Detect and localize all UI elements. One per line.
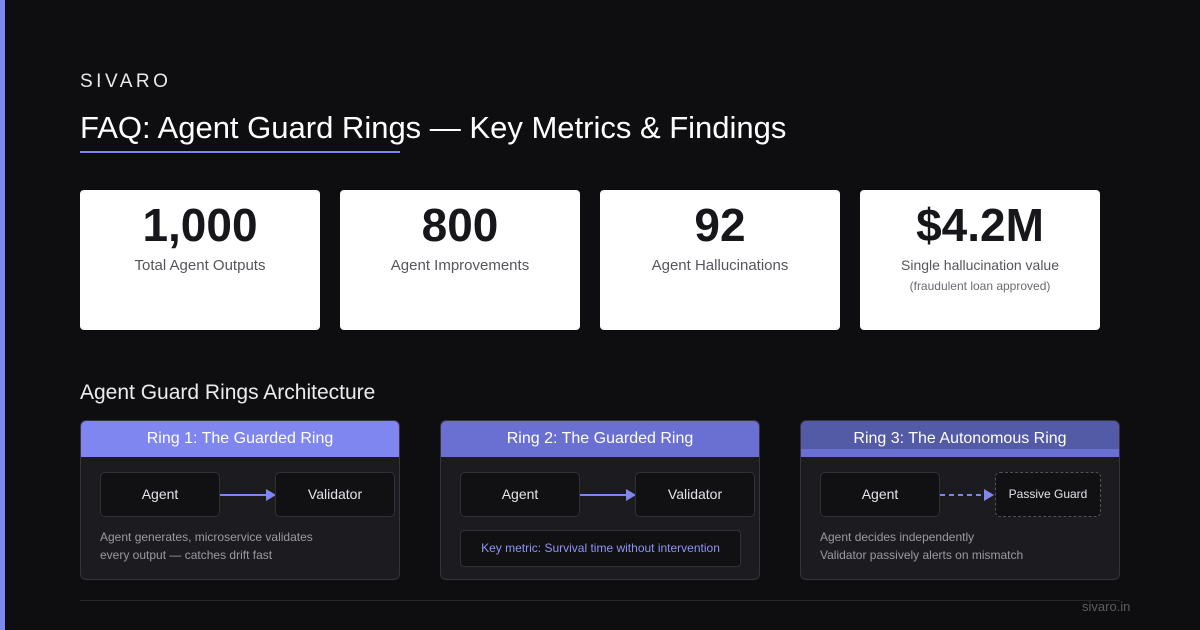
ring-header-accent — [801, 449, 1119, 457]
stat-value: 800 — [421, 199, 499, 251]
dashed-arrow-right-icon — [940, 489, 994, 501]
stat-label: Agent Improvements — [390, 257, 530, 274]
ring-card-1: Ring 1: The Guarded Ring Agent Validator… — [80, 420, 400, 580]
section-title: Agent Guard Rings Architecture — [80, 381, 376, 404]
stat-sublabel: (fraudulent loan approved) — [909, 279, 1051, 293]
ring-card-2: Ring 2: The Guarded Ring Agent Validator… — [440, 420, 760, 580]
desc-line: every output — catches drift fast — [100, 548, 273, 562]
ring-header: Ring 1: The Guarded Ring — [81, 421, 399, 457]
ring-description: Agent decides independently Validator pa… — [820, 528, 1023, 564]
ring-description: Agent generates, microservice validates … — [100, 528, 313, 564]
key-metric-box: Key metric: Survival time without interv… — [460, 530, 741, 567]
stat-card-improvements: 800 Agent Improvements — [340, 190, 580, 330]
stat-card-total-outputs: 1,000 Total Agent Outputs — [80, 190, 320, 330]
stat-value: 92 — [694, 199, 746, 251]
title-underline — [80, 151, 400, 153]
arrow-right-icon — [220, 489, 276, 501]
validator-node: Validator — [635, 472, 755, 517]
stat-card-hallucinations: 92 Agent Hallucinations — [600, 190, 840, 330]
validator-node: Validator — [275, 472, 395, 517]
page-title: FAQ: Agent Guard Rings — Key Metrics & F… — [80, 110, 787, 145]
stat-label: Total Agent Outputs — [134, 257, 266, 274]
agent-node: Agent — [460, 472, 580, 517]
footer-divider — [80, 600, 1120, 601]
agent-node: Agent — [100, 472, 220, 517]
stat-value: 1,000 — [142, 199, 258, 251]
passive-guard-node: Passive Guard — [995, 472, 1101, 517]
desc-line: Agent decides independently — [820, 530, 975, 544]
stat-label: Single hallucination value — [901, 257, 1059, 273]
stat-card-hallucination-value: $4.2M Single hallucination value (fraudu… — [860, 190, 1100, 330]
agent-node: Agent — [820, 472, 940, 517]
ring-card-3: Ring 3: The Autonomous Ring Agent Passiv… — [800, 420, 1120, 580]
stat-value: $4.2M — [916, 199, 1044, 251]
ring-header: Ring 2: The Guarded Ring — [441, 421, 759, 457]
desc-line: Validator passively alerts on mismatch — [820, 548, 1024, 562]
brand-logo: SIVARO — [80, 71, 172, 92]
accent-bar — [0, 0, 5, 630]
arrow-right-icon — [580, 489, 636, 501]
desc-line: Agent generates, microservice validates — [100, 530, 313, 544]
stat-label: Agent Hallucinations — [651, 257, 789, 274]
footer-url: sivaro.in — [1082, 599, 1131, 614]
